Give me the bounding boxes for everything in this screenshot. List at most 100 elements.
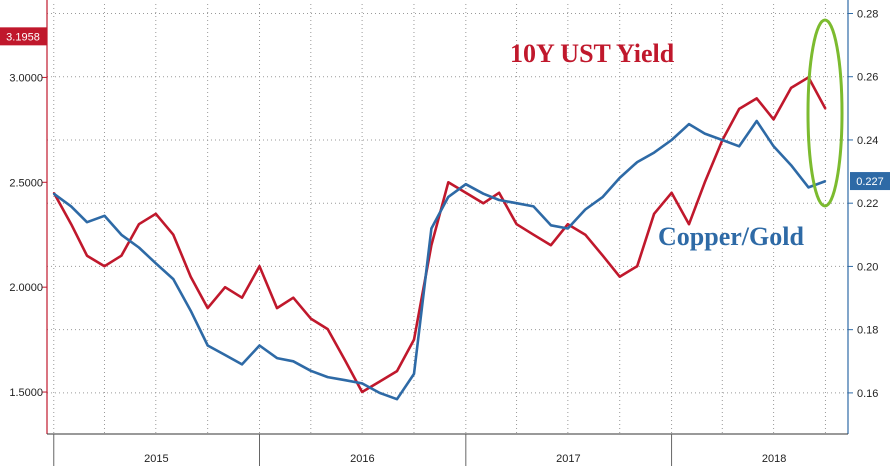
data-point-yield	[206, 307, 209, 309]
data-point-yield	[189, 275, 192, 278]
data-point-yield	[138, 223, 140, 226]
data-point-copper-gold	[704, 132, 706, 135]
y-right-tick-label: 0.26	[857, 72, 878, 84]
x-tick-label: 2015	[144, 453, 168, 465]
data-point-yield	[326, 328, 329, 330]
data-point-yield	[396, 370, 398, 372]
data-point-yield	[688, 223, 690, 226]
data-point-copper-gold	[326, 376, 329, 378]
y-left-tick-label: 2.5000	[9, 177, 43, 189]
data-point-copper-gold	[772, 145, 775, 148]
yield-last-value: 3.1958	[6, 31, 40, 43]
data-point-copper-gold	[292, 360, 295, 363]
data-point-copper-gold	[653, 151, 655, 154]
data-point-copper-gold	[138, 246, 140, 249]
data-point-yield	[670, 191, 673, 194]
data-point-copper-gold	[567, 227, 569, 230]
data-point-yield	[361, 391, 363, 393]
data-point-copper-gold	[584, 208, 587, 211]
data-point-yield	[154, 212, 157, 215]
data-point-yield	[292, 296, 295, 299]
grid-lines	[47, 4, 848, 434]
data-point-copper-gold	[86, 221, 88, 223]
data-point-yield	[241, 296, 243, 299]
y-left-tick-label: 2.0000	[9, 282, 43, 294]
data-point-copper-gold	[276, 357, 278, 359]
data-point-copper-gold	[378, 392, 381, 394]
data-point-yield	[447, 181, 450, 184]
data-point-yield	[704, 181, 706, 184]
data-point-yield	[755, 97, 758, 100]
data-point-copper-gold	[636, 161, 638, 163]
data-point-yield	[70, 223, 73, 226]
data-point-copper-gold	[310, 369, 312, 372]
data-point-yield	[258, 265, 261, 267]
data-point-yield	[310, 317, 312, 320]
data-point-copper-gold	[482, 192, 485, 195]
data-point-copper-gold	[688, 123, 690, 125]
data-point-yield	[465, 191, 467, 194]
data-point-yield	[738, 108, 741, 110]
data-point-copper-gold	[172, 278, 175, 280]
data-point-yield	[584, 233, 587, 236]
data-point-yield	[532, 233, 535, 236]
data-point-copper-gold	[721, 139, 724, 141]
data-point-yield	[413, 338, 415, 341]
annotation-yield: 10Y UST Yield	[510, 39, 675, 68]
y-right-tick-label: 0.18	[857, 325, 878, 337]
data-point-copper-gold	[224, 354, 226, 356]
data-point-copper-gold	[120, 234, 123, 236]
data-point-copper-gold	[241, 363, 243, 366]
data-point-yield	[430, 244, 433, 247]
data-point-yield	[276, 307, 278, 309]
data-point-copper-gold	[361, 382, 363, 385]
data-point-copper-gold	[738, 145, 741, 148]
x-tick-label: 2017	[556, 453, 580, 465]
data-point-copper-gold	[206, 344, 209, 347]
data-point-copper-gold	[103, 215, 106, 217]
copper-gold-last-value: 0.227	[856, 176, 884, 188]
y-left-tick-label: 1.5000	[9, 387, 43, 399]
y-right-tick-label: 0.28	[857, 8, 878, 20]
data-point-yield	[772, 118, 775, 121]
data-point-copper-gold	[498, 199, 500, 201]
data-point-copper-gold	[755, 120, 758, 122]
data-point-yield	[653, 212, 655, 215]
x-tick-label: 2018	[762, 453, 786, 465]
data-point-copper-gold	[430, 227, 433, 230]
highlight-ellipse	[806, 18, 844, 208]
y-left-tick-label: 3.0000	[9, 72, 43, 84]
data-point-copper-gold	[52, 192, 55, 195]
y-right-tick-label: 0.16	[857, 388, 878, 400]
data-point-copper-gold	[807, 186, 810, 189]
data-point-copper-gold	[532, 205, 535, 208]
data-point-yield	[344, 359, 346, 362]
data-point-yield	[86, 254, 88, 257]
data-point-yield	[550, 244, 552, 247]
copper-gold-last-value-badge	[850, 172, 890, 191]
data-point-yield	[636, 265, 638, 267]
data-point-copper-gold	[618, 177, 621, 179]
value-labels: 3.1958 0.227	[0, 27, 890, 191]
data-point-copper-gold	[515, 202, 518, 204]
yield-last-value-badge	[0, 27, 47, 46]
data-point-yield	[482, 202, 485, 205]
data-point-yield	[790, 87, 792, 89]
data-point-copper-gold	[447, 196, 450, 198]
y-right-tick-label: 0.22	[857, 198, 878, 210]
data-point-yield	[515, 223, 518, 226]
data-point-yield	[120, 254, 123, 257]
data-point-copper-gold	[413, 373, 415, 375]
series-lines	[52, 76, 827, 401]
data-point-copper-gold	[550, 224, 552, 227]
x-tick-label: 2016	[350, 453, 374, 465]
data-point-copper-gold	[601, 196, 604, 198]
data-point-copper-gold	[258, 344, 261, 347]
data-point-yield	[172, 233, 175, 236]
data-point-copper-gold	[790, 164, 792, 167]
data-point-yield	[824, 108, 827, 110]
data-point-yield	[601, 254, 604, 257]
data-point-yield	[224, 286, 226, 288]
